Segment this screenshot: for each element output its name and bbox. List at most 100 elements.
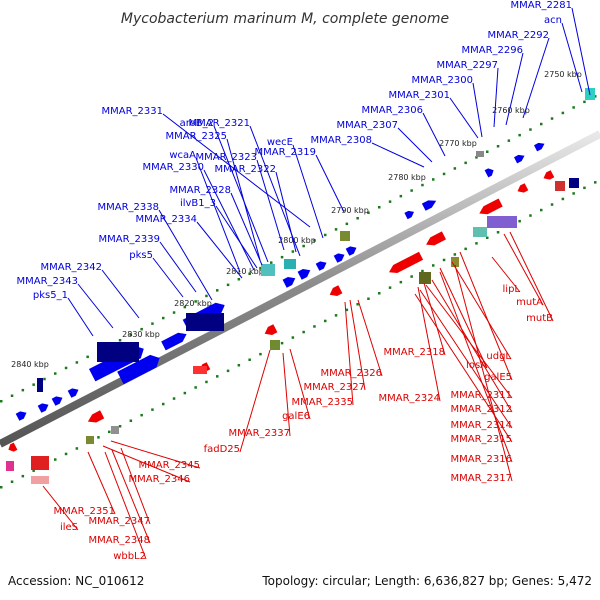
gc-dot — [594, 181, 597, 184]
gc-dot — [151, 408, 154, 411]
gc-dot — [561, 197, 565, 201]
gc-dot — [118, 339, 122, 342]
gc-dot — [118, 425, 122, 428]
gc-dot — [10, 480, 14, 483]
gc-dot — [140, 327, 143, 331]
gene-feature — [67, 388, 79, 398]
label-connector — [423, 282, 446, 356]
label-connector — [439, 267, 488, 369]
label-connector — [509, 231, 554, 322]
gc-dot — [367, 297, 370, 300]
label-connector — [493, 67, 499, 128]
label-connector — [451, 261, 512, 360]
gene-feature — [514, 154, 525, 164]
gc-dot — [205, 294, 208, 298]
gc-dot — [54, 372, 57, 375]
gc-dot — [0, 486, 3, 489]
label-connector — [111, 449, 151, 544]
gc-dot — [129, 333, 133, 336]
gene-feature — [569, 178, 579, 188]
label-connector — [77, 283, 114, 329]
kbp-tick-label: 2820 kbp — [174, 299, 212, 308]
label-connector — [101, 269, 140, 319]
gc-dot — [464, 161, 467, 165]
gene-feature — [473, 227, 487, 237]
gc-dot — [216, 289, 219, 292]
gc-dot — [324, 319, 327, 323]
gc-dot — [345, 308, 349, 312]
gc-dot — [291, 336, 295, 339]
gc-dot — [162, 316, 165, 320]
gc-dot — [183, 391, 187, 395]
label-connector — [422, 112, 446, 157]
label-connector — [522, 37, 550, 119]
gc-dot — [75, 447, 79, 450]
gc-dot — [205, 380, 208, 384]
gc-dot — [183, 305, 187, 309]
gc-dot — [367, 211, 370, 214]
gc-dot — [421, 183, 424, 187]
gc-dot — [507, 139, 511, 142]
gc-dot — [594, 95, 597, 98]
label-connector — [397, 127, 433, 163]
gc-dot — [54, 458, 57, 461]
gene-feature — [97, 342, 139, 362]
gc-dot — [399, 194, 403, 198]
gc-dot — [356, 303, 359, 306]
gc-dot — [475, 242, 478, 245]
gene-feature — [534, 142, 545, 152]
gene-label: MMAR_2308 — [311, 135, 373, 146]
gc-dot — [356, 217, 359, 220]
gc-dot — [550, 117, 554, 120]
gene-label: wcaA — [169, 150, 196, 161]
gene-feature — [270, 340, 280, 350]
kbp-tick-label: 2780 kbp — [388, 173, 426, 182]
label-connector — [203, 169, 255, 271]
label-connector — [196, 221, 243, 279]
kbp-tick-track: 2750 kbp 2760 kbp 2770 kbp 2780 kbp 2790 kbp… — [11, 70, 582, 369]
gene-feature — [421, 200, 437, 211]
label-connector — [256, 159, 285, 251]
gene-label: MMAR_2347 — [89, 516, 151, 527]
gene-label: galE5 — [484, 372, 512, 383]
gene-label: MMAR_2351 — [54, 506, 116, 517]
gene-label: mutB — [526, 313, 553, 324]
gene-feature — [87, 410, 105, 423]
gene-label: MMAR_2325 — [166, 131, 228, 142]
topology-text: Topology: circular; Length: 6,636,827 bp… — [262, 574, 592, 588]
gc-dot — [529, 128, 532, 131]
gene-label: MMAR_2348 — [89, 535, 151, 546]
kbp-tick-label: 2760 kbp — [492, 106, 530, 115]
gc-dot — [421, 269, 424, 273]
gene-feature — [6, 461, 14, 471]
gene-feature — [487, 216, 517, 228]
gc-dot — [410, 189, 413, 192]
label-connector — [226, 138, 261, 261]
label-connector — [414, 293, 513, 443]
gc-dot — [518, 133, 521, 137]
label-connector — [110, 440, 201, 469]
label-connector — [213, 125, 269, 263]
gene-feature — [15, 411, 27, 421]
gene-label: MMAR_2317 — [451, 473, 513, 484]
gc-dot — [280, 341, 284, 345]
gc-dot — [75, 361, 79, 364]
gc-dot — [583, 186, 586, 190]
gc-dot — [86, 355, 89, 359]
gene-label: MMAR_2307 — [337, 120, 399, 131]
gc-dot — [442, 258, 446, 262]
gene-label: ileS — [60, 522, 78, 533]
gene-label: mutA — [516, 297, 543, 308]
gene-feature — [86, 436, 94, 444]
gene-label: lipL — [503, 284, 521, 295]
gene-label: fadD25 — [204, 444, 240, 455]
gc-dot — [432, 178, 435, 181]
gene-label: pks5_1 — [33, 290, 68, 301]
gene-label: MMAR_2342 — [41, 262, 103, 273]
gc-dot — [0, 400, 3, 403]
label-connector — [159, 241, 197, 293]
label-connector — [289, 348, 311, 420]
gc-dot — [248, 272, 251, 275]
gc-dot — [486, 150, 489, 153]
